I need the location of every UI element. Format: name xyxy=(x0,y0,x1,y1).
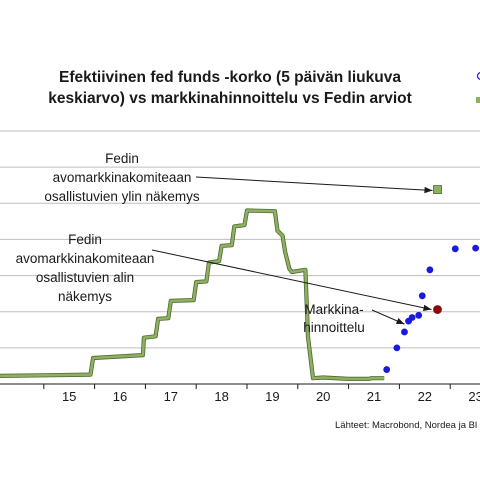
annotation-text-2: näkemys xyxy=(58,289,112,304)
market-pricing-point xyxy=(418,292,426,300)
fed-low-point xyxy=(433,305,442,314)
arrow-fed-low-head xyxy=(423,304,432,311)
arrow-fed-high xyxy=(195,176,433,192)
arrow-market-pricing-head xyxy=(395,318,405,325)
x-axis: 15 16 17 18 19 20 21 22 23 xyxy=(0,383,480,404)
market-pricing-point xyxy=(472,244,479,252)
market-pricing-point xyxy=(415,311,423,319)
annotation-text-1: avomarkkinakomiteaan xyxy=(53,170,192,185)
market-pricing-point xyxy=(401,328,408,336)
annotation-text-3: hinnoittelu xyxy=(303,320,365,335)
market-pricing-point xyxy=(383,366,391,373)
x-tick-label: 18 xyxy=(214,389,228,404)
market-pricing-point xyxy=(393,344,401,352)
annotation-text-1: osallistuvien ylin näkemys xyxy=(44,189,200,204)
x-tick-label: 22 xyxy=(418,389,432,404)
fed-high-point xyxy=(433,185,442,194)
arrow-fed-low xyxy=(151,249,432,311)
market-pricing-point xyxy=(451,245,459,253)
market-pricing-point xyxy=(408,314,416,321)
x-tick-label: 23 xyxy=(468,389,480,404)
fed-funds-line-path xyxy=(0,209,385,381)
legend-fed-marker xyxy=(476,97,480,103)
annotation-text-2: osallistuvien alin xyxy=(36,270,134,285)
x-tick-label: 17 xyxy=(164,389,178,404)
gridlines xyxy=(0,130,480,349)
legend-market-marker xyxy=(476,72,480,80)
legend xyxy=(476,72,480,103)
chart-title-line-1: Efektiivinen fed funds -korko (5 päivän … xyxy=(59,69,401,86)
arrow-fed-high-head xyxy=(424,186,433,194)
annotations: Fedin avomarkkinakomiteaan osallistuvien y… xyxy=(16,151,433,335)
x-tick-label: 21 xyxy=(367,389,381,404)
annotation-text-2: Fedin xyxy=(68,232,102,247)
x-tick-label: 16 xyxy=(113,389,127,404)
annotation-text-2: avomarkkinakomiteaan xyxy=(16,251,155,266)
fed-funds-line xyxy=(0,208,385,381)
annotation-text-1: Fedin xyxy=(105,151,139,166)
x-tick-label: 20 xyxy=(316,389,330,404)
chart-title-line-2: keskiarvo) vs markkinahinnoittelu vs Fed… xyxy=(48,90,412,107)
x-tick-label: 19 xyxy=(265,389,279,404)
point-markers xyxy=(383,185,479,373)
market-pricing-point xyxy=(426,266,434,274)
annotation-text-3: Markkina- xyxy=(304,302,363,317)
chart-title: Efektiivinen fed funds -korko (5 päivän … xyxy=(48,69,412,107)
x-tick-label: 15 xyxy=(62,389,76,404)
source-note: Lähteet: Macrobond, Nordea ja Bl xyxy=(335,420,477,431)
